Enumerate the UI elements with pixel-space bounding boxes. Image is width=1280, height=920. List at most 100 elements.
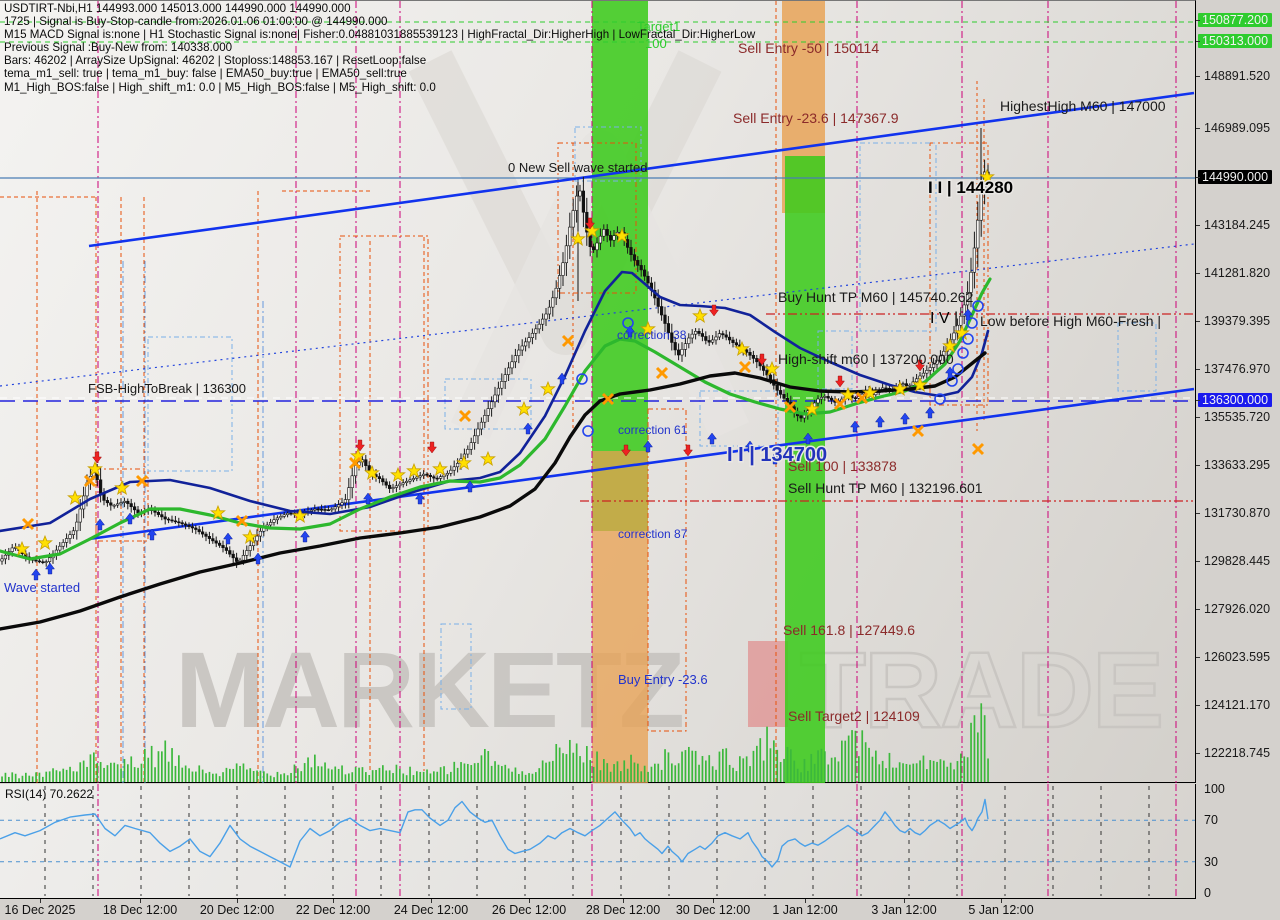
time-axis-label: 16 Dec 2025 bbox=[4, 903, 76, 917]
chart-annotation: correction 61 bbox=[618, 423, 688, 437]
time-axis-label: 3 Jan 12:00 bbox=[871, 903, 937, 917]
rsi-indicator-panel[interactable]: RSI(14) 70.2622 bbox=[0, 784, 1196, 899]
star-signal-icon bbox=[804, 400, 820, 416]
signal-box bbox=[440, 623, 472, 710]
star-signal-icon bbox=[640, 320, 656, 336]
star-signal-icon bbox=[979, 168, 995, 184]
star-signal-icon bbox=[87, 460, 103, 476]
price-axis-tick bbox=[1196, 657, 1200, 658]
time-axis-tick bbox=[805, 899, 806, 903]
sell-arrow-icon bbox=[427, 441, 437, 454]
rsi-scale-label: 100 bbox=[1204, 782, 1225, 796]
buy-arrow-icon bbox=[557, 372, 567, 385]
level-circle-icon bbox=[962, 333, 974, 345]
signal-box bbox=[699, 390, 779, 447]
trendline[interactable] bbox=[88, 91, 1195, 248]
buy-arrow-icon bbox=[925, 406, 935, 419]
price-axis-tick bbox=[1196, 128, 1200, 129]
chart-annotation: Sell Target2 | 124109 bbox=[788, 708, 920, 724]
trendline[interactable] bbox=[0, 243, 1195, 387]
star-signal-icon bbox=[406, 462, 422, 478]
star-signal-icon bbox=[692, 307, 708, 323]
trade-signal-markers bbox=[14, 168, 995, 581]
chart-annotation: FSB-HighToBreak | 136300 bbox=[88, 381, 246, 396]
time-axis[interactable]: 16 Dec 2025 18 Dec 12:00 20 Dec 12:00 22 De… bbox=[0, 899, 1196, 920]
signal-band bbox=[592, 451, 648, 783]
sell-arrow-icon bbox=[621, 444, 631, 457]
star-signal-icon bbox=[242, 528, 258, 544]
buy-arrow-icon bbox=[95, 518, 105, 531]
buy-arrow-icon bbox=[643, 440, 653, 453]
time-axis-tick bbox=[333, 899, 334, 903]
price-axis-tick bbox=[1196, 417, 1200, 418]
price-axis-tick bbox=[1196, 41, 1200, 42]
level-circle-icon bbox=[972, 300, 984, 312]
brand-watermark-bar bbox=[748, 641, 788, 727]
signal-box bbox=[859, 142, 937, 332]
sell-arrow-icon bbox=[835, 375, 845, 388]
buy-arrow-icon bbox=[745, 440, 755, 453]
signal-box bbox=[1117, 322, 1157, 392]
rsi-scale-label: 0 bbox=[1204, 886, 1211, 900]
star-signal-icon bbox=[734, 340, 750, 356]
buy-arrow-icon bbox=[125, 512, 135, 525]
buy-arrow-icon bbox=[875, 415, 885, 428]
price-axis-label: 129828.445 bbox=[1204, 554, 1271, 568]
price-axis-label: 148891.520 bbox=[1204, 69, 1271, 83]
buy-arrow-icon bbox=[803, 432, 813, 445]
star-signal-icon bbox=[432, 460, 448, 476]
signal-box bbox=[444, 378, 532, 430]
chart-annotation: I I | 144280 bbox=[928, 178, 1013, 197]
volume-histogram bbox=[1, 703, 989, 782]
buy-arrow-icon bbox=[363, 492, 373, 505]
ema-green bbox=[0, 277, 992, 561]
chart-annotation: I I | 134700 bbox=[727, 444, 827, 466]
signal-band bbox=[785, 156, 825, 783]
sell-arrow-icon bbox=[757, 353, 767, 366]
price-axis-tick bbox=[1196, 321, 1200, 322]
star-signal-icon bbox=[584, 222, 600, 238]
price-axis[interactable]: 150877.200 150313.000 148891.520 146989.095… bbox=[1196, 0, 1280, 920]
price-axis-label: 127926.020 bbox=[1204, 602, 1271, 616]
buy-arrow-icon bbox=[31, 568, 41, 581]
background-chevron-watermark bbox=[408, 50, 722, 355]
price-axis-label: 141281.820 bbox=[1204, 266, 1271, 280]
indicator-info-block: USDTIRT-Nbi,H1 144993.000 145013.000 144… bbox=[4, 2, 755, 94]
time-axis-label: 22 Dec 12:00 bbox=[295, 903, 371, 917]
chart-annotation: Target1 bbox=[637, 19, 680, 34]
price-axis-tick bbox=[1196, 369, 1200, 370]
price-axis-label: 126023.595 bbox=[1204, 650, 1271, 664]
star-signal-icon bbox=[764, 360, 780, 376]
sell-arrow-icon bbox=[915, 359, 925, 372]
price-axis-tick bbox=[1196, 177, 1200, 178]
level-circle-icon bbox=[957, 347, 969, 359]
chart-annotation: Sell 100 | 133878 bbox=[788, 458, 897, 474]
signal-box bbox=[339, 235, 429, 532]
info-line: tema_m1_sell: true | tema_m1_buy: false … bbox=[4, 67, 407, 81]
price-axis-label: 143184.245 bbox=[1204, 218, 1271, 232]
buy-arrow-icon bbox=[223, 532, 233, 545]
time-axis-label: 26 Dec 12:00 bbox=[491, 903, 567, 917]
star-signal-icon bbox=[114, 479, 130, 495]
buy-arrow-icon bbox=[523, 422, 533, 435]
time-axis-label: 1 Jan 12:00 bbox=[772, 903, 838, 917]
rsi-scale-label: 30 bbox=[1204, 855, 1218, 869]
chart-annotation: Sell Hunt TP M60 | 132196.601 bbox=[788, 480, 983, 496]
info-line: Previous Signal :Buy-New from: 140338.00… bbox=[4, 41, 233, 55]
buy-arrow-icon bbox=[253, 552, 263, 565]
buy-arrow-icon bbox=[300, 530, 310, 543]
candlestick-series bbox=[0, 159, 990, 568]
price-axis-label: 124121.170 bbox=[1204, 698, 1271, 712]
star-signal-icon bbox=[390, 466, 406, 482]
price-axis-label: 146989.095 bbox=[1204, 121, 1271, 135]
price-axis-tick bbox=[1196, 273, 1200, 274]
rsi-plot bbox=[0, 784, 1195, 899]
time-axis-label: 30 Dec 12:00 bbox=[675, 903, 751, 917]
main-chart-canvas[interactable]: MARKETZ TRADE Sell Entry -50 | 150114 Sell … bbox=[0, 0, 1196, 783]
buy-arrow-icon bbox=[147, 528, 157, 541]
info-line: USDTIRT-Nbi,H1 144993.000 145013.000 144… bbox=[4, 2, 351, 15]
time-axis-tick bbox=[1001, 899, 1002, 903]
time-axis-label: 24 Dec 12:00 bbox=[393, 903, 469, 917]
level-circle-icon bbox=[946, 375, 958, 387]
trendline[interactable] bbox=[88, 387, 1195, 541]
